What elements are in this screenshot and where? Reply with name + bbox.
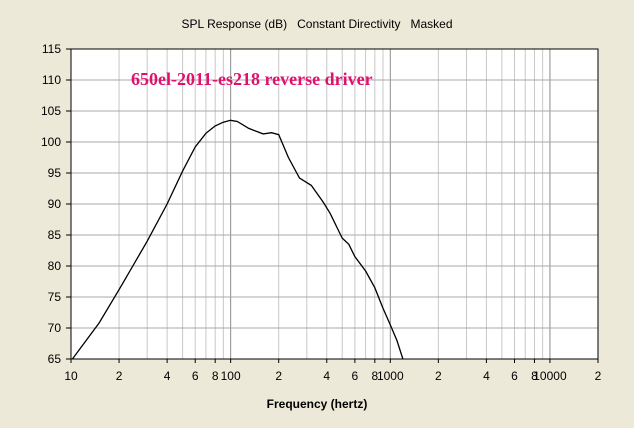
x-tick-label: 6 (511, 369, 518, 383)
x-axis-label: Frequency (hertz) (266, 397, 368, 411)
x-tick-label: 100 (221, 369, 241, 383)
spl-response-line (71, 119, 404, 360)
x-tick-label: 8 (531, 369, 538, 383)
x-tick-label: 2 (116, 369, 123, 383)
y-tick-label: 65 (48, 352, 62, 366)
x-tick-label: 10000 (533, 369, 567, 383)
plot-frame (70, 48, 599, 360)
y-tick-label: 75 (48, 290, 62, 304)
x-tick-label: 4 (164, 369, 171, 383)
x-tick-label: 10 (64, 369, 78, 383)
x-tick-label: 8 (371, 369, 378, 383)
chart-title: SPL Response (dB) Constant Directivity M… (181, 17, 453, 31)
x-tick-label: 6 (192, 369, 199, 383)
y-tick-label: 105 (41, 104, 61, 118)
y-tick-label: 100 (41, 135, 61, 149)
y-tick-label: 70 (48, 321, 62, 335)
x-tick-label: 1000 (377, 369, 404, 383)
y-tick-label: 115 (42, 42, 61, 56)
y-tick-label: 85 (48, 228, 62, 242)
x-tick-label: 8 (212, 369, 219, 383)
x-tick-label: 4 (323, 369, 330, 383)
y-tick-label: 80 (48, 259, 62, 273)
chart-annotation: 650el-2011-es218 reverse driver (131, 69, 373, 89)
x-tick-label: 2 (435, 369, 442, 383)
y-tick-label: 95 (48, 166, 62, 180)
y-axis-ticks: 65 70 75 80 85 90 95 100 105 110 115 (41, 42, 71, 366)
x-tick-label: 2 (275, 369, 282, 383)
y-tick-label: 110 (42, 73, 61, 87)
x-tick-label: 4 (483, 369, 490, 383)
y-tick-label: 90 (48, 197, 62, 211)
x-tick-label: 2 (595, 369, 602, 383)
x-tick-label: 6 (352, 369, 359, 383)
